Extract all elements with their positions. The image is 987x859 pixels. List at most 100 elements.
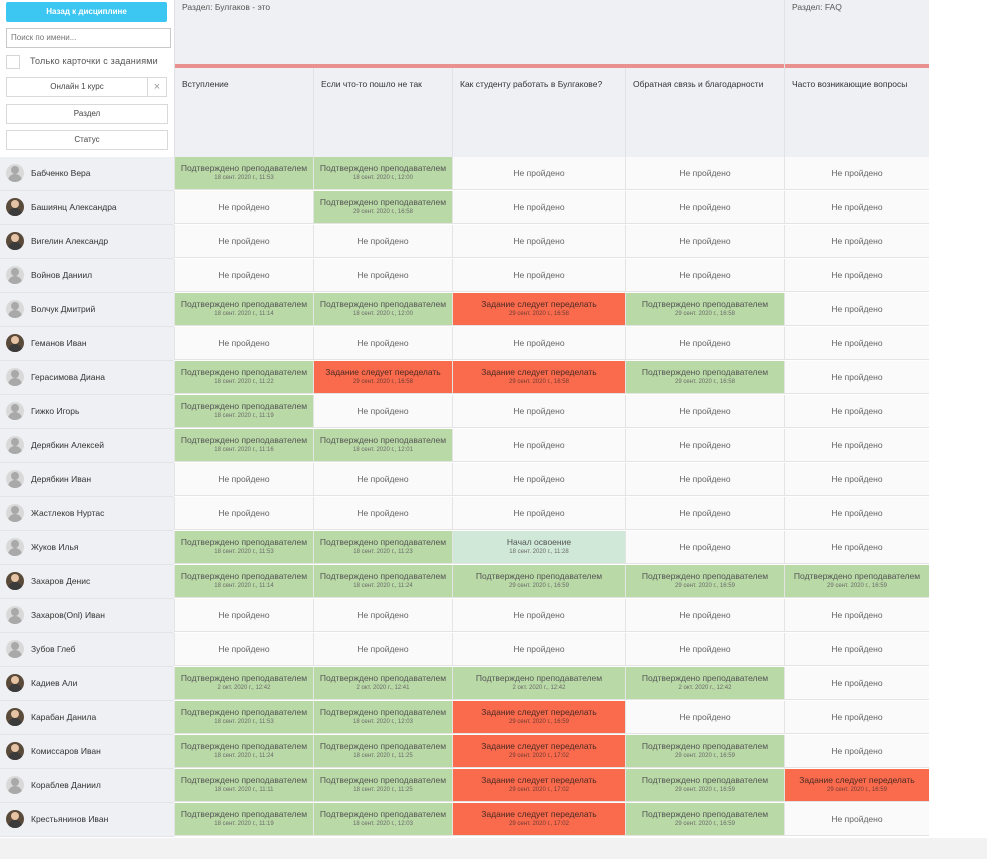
status-cell[interactable]: Не пройдено — [784, 667, 929, 700]
column-header[interactable]: Если что-то пошло не так — [313, 68, 453, 157]
status-cell[interactable]: Подтверждено преподавателем 29 сент. 2020… — [625, 361, 784, 394]
status-cell[interactable]: Не пройдено — [625, 157, 784, 190]
column-header[interactable]: Часто возникающие вопросы — [784, 68, 929, 157]
status-cell[interactable]: Не пройдено — [784, 531, 929, 564]
column-header[interactable]: Обратная связь и благодарности — [625, 68, 785, 157]
status-cell[interactable]: Не пройдено — [784, 497, 929, 530]
status-cell[interactable]: Подтверждено преподавателем 29 сент. 2020… — [452, 565, 625, 598]
status-cell[interactable]: Подтверждено преподавателем 2 окт. 2020 г… — [452, 667, 625, 700]
status-cell[interactable]: Не пройдено — [452, 497, 625, 530]
status-cell[interactable]: Не пройдено — [625, 395, 784, 428]
status-cell[interactable]: Подтверждено преподавателем 2 окт. 2020 г… — [313, 667, 452, 700]
status-cell[interactable]: Подтверждено преподавателем 18 сент. 2020… — [174, 361, 313, 394]
search-input[interactable] — [6, 28, 171, 48]
status-cell[interactable]: Не пройдено — [784, 361, 929, 394]
status-cell[interactable]: Не пройдено — [625, 497, 784, 530]
status-cell[interactable]: Не пройдено — [784, 293, 929, 326]
status-cell[interactable]: Задание следует переделать 29 сент. 2020 … — [452, 735, 625, 768]
status-cell[interactable]: Не пройдено — [452, 599, 625, 632]
status-cell[interactable]: Не пройдено — [784, 395, 929, 428]
student-cell[interactable]: Захаров(Onl) Иван — [0, 599, 174, 633]
student-cell[interactable]: Бабченко Вера — [0, 157, 174, 191]
status-cell[interactable]: Не пройдено — [313, 497, 452, 530]
section-select[interactable]: Раздел — [6, 104, 168, 124]
status-cell[interactable]: Подтверждено преподавателем 29 сент. 2020… — [625, 769, 784, 802]
status-cell[interactable]: Подтверждено преподавателем 18 сент. 2020… — [174, 565, 313, 598]
student-cell[interactable]: Волчук Дмитрий — [0, 293, 174, 327]
status-cell[interactable]: Подтверждено преподавателем 29 сент. 2020… — [625, 293, 784, 326]
status-cell[interactable]: Не пройдено — [625, 225, 784, 258]
status-cell[interactable]: Задание следует переделать 29 сент. 2020 … — [452, 701, 625, 734]
status-cell[interactable]: Подтверждено преподавателем 18 сент. 2020… — [174, 293, 313, 326]
status-cell[interactable]: Не пройдено — [313, 633, 452, 666]
status-cell[interactable]: Не пройдено — [313, 327, 452, 360]
status-cell[interactable]: Задание следует переделать 29 сент. 2020 … — [452, 293, 625, 326]
status-cell[interactable]: Подтверждено преподавателем 2 окт. 2020 г… — [625, 667, 784, 700]
student-cell[interactable]: Захаров Денис — [0, 565, 174, 599]
student-cell[interactable]: Войнов Даниил — [0, 259, 174, 293]
status-cell[interactable]: Подтверждено преподавателем 18 сент. 2020… — [174, 735, 313, 768]
status-cell[interactable]: Подтверждено преподавателем 29 сент. 2020… — [625, 735, 784, 768]
clear-course-icon[interactable]: × — [148, 77, 167, 97]
student-cell[interactable]: Комиссаров Иван — [0, 735, 174, 769]
status-cell[interactable]: Не пройдено — [174, 599, 313, 632]
status-cell[interactable]: Задание следует переделать 29 сент. 2020 … — [784, 769, 929, 802]
student-cell[interactable]: Жуков Илья — [0, 531, 174, 565]
status-cell[interactable]: Не пройдено — [784, 157, 929, 190]
status-cell[interactable]: Не пройдено — [313, 599, 452, 632]
status-cell[interactable]: Подтверждено преподавателем 18 сент. 2020… — [174, 429, 313, 462]
student-cell[interactable]: Герасимова Диана — [0, 361, 174, 395]
column-header[interactable]: Вступление — [174, 68, 314, 157]
status-cell[interactable]: Подтверждено преподавателем 18 сент. 2020… — [313, 429, 452, 462]
status-cell[interactable]: Не пройдено — [452, 157, 625, 190]
status-cell[interactable]: Подтверждено преподавателем 18 сент. 2020… — [174, 701, 313, 734]
status-cell[interactable]: Не пройдено — [625, 259, 784, 292]
status-cell[interactable]: Не пройдено — [313, 463, 452, 496]
student-cell[interactable]: Башиянц Александра — [0, 191, 174, 225]
status-cell[interactable]: Не пройдено — [452, 633, 625, 666]
status-cell[interactable]: Не пройдено — [784, 803, 929, 836]
status-cell[interactable]: Не пройдено — [452, 327, 625, 360]
status-cell[interactable]: Не пройдено — [174, 497, 313, 530]
status-cell[interactable]: Не пройдено — [784, 701, 929, 734]
status-cell[interactable]: Подтверждено преподавателем 18 сент. 2020… — [313, 157, 452, 190]
status-cell[interactable]: Не пройдено — [452, 259, 625, 292]
status-cell[interactable]: Подтверждено преподавателем 18 сент. 2020… — [174, 769, 313, 802]
status-cell[interactable]: Не пройдено — [625, 327, 784, 360]
student-cell[interactable]: Крестьянинов Иван — [0, 803, 174, 837]
status-cell[interactable]: Подтверждено преподавателем 18 сент. 2020… — [313, 735, 452, 768]
status-cell[interactable]: Подтверждено преподавателем 18 сент. 2020… — [313, 701, 452, 734]
status-cell[interactable]: Не пройдено — [174, 327, 313, 360]
student-cell[interactable]: Гижко Игорь — [0, 395, 174, 429]
status-cell[interactable]: Подтверждено преподавателем 18 сент. 2020… — [313, 531, 452, 564]
status-cell[interactable]: Не пройдено — [784, 633, 929, 666]
status-cell[interactable]: Не пройдено — [784, 735, 929, 768]
status-cell[interactable]: Подтверждено преподавателем 29 сент. 2020… — [625, 565, 784, 598]
student-cell[interactable]: Дерябкин Алексей — [0, 429, 174, 463]
student-cell[interactable]: Вигелин Александр — [0, 225, 174, 259]
column-header[interactable]: Как студенту работать в Булгакове? — [452, 68, 626, 157]
status-cell[interactable]: Не пройдено — [784, 429, 929, 462]
status-cell[interactable]: Не пройдено — [625, 463, 784, 496]
status-cell[interactable]: Подтверждено преподавателем 29 сент. 2020… — [313, 191, 452, 224]
only-cards-checkbox[interactable] — [6, 55, 20, 69]
status-cell[interactable]: Подтверждено преподавателем 29 сент. 2020… — [625, 803, 784, 836]
status-cell[interactable]: Не пройдено — [784, 327, 929, 360]
status-cell[interactable]: Задание следует переделать 29 сент. 2020 … — [452, 361, 625, 394]
status-cell[interactable]: Подтверждено преподавателем 18 сент. 2020… — [174, 803, 313, 836]
status-cell[interactable]: Подтверждено преподавателем 18 сент. 2020… — [313, 803, 452, 836]
back-to-discipline-button[interactable]: Назад к дисциплине — [6, 2, 167, 22]
status-cell[interactable]: Не пройдено — [452, 395, 625, 428]
status-cell[interactable]: Не пройдено — [452, 463, 625, 496]
status-cell[interactable]: Не пройдено — [174, 259, 313, 292]
student-cell[interactable]: Зубов Глеб — [0, 633, 174, 667]
status-cell[interactable]: Не пройдено — [174, 463, 313, 496]
status-cell[interactable]: Не пройдено — [784, 463, 929, 496]
status-cell[interactable]: Подтверждено преподавателем 29 сент. 2020… — [784, 565, 929, 598]
student-cell[interactable]: Кадиев Али — [0, 667, 174, 701]
status-cell[interactable]: Не пройдено — [625, 701, 784, 734]
status-cell[interactable]: Не пройдено — [625, 531, 784, 564]
status-cell[interactable]: Не пройдено — [452, 225, 625, 258]
status-cell[interactable]: Не пройдено — [625, 429, 784, 462]
status-cell[interactable]: Не пройдено — [313, 395, 452, 428]
